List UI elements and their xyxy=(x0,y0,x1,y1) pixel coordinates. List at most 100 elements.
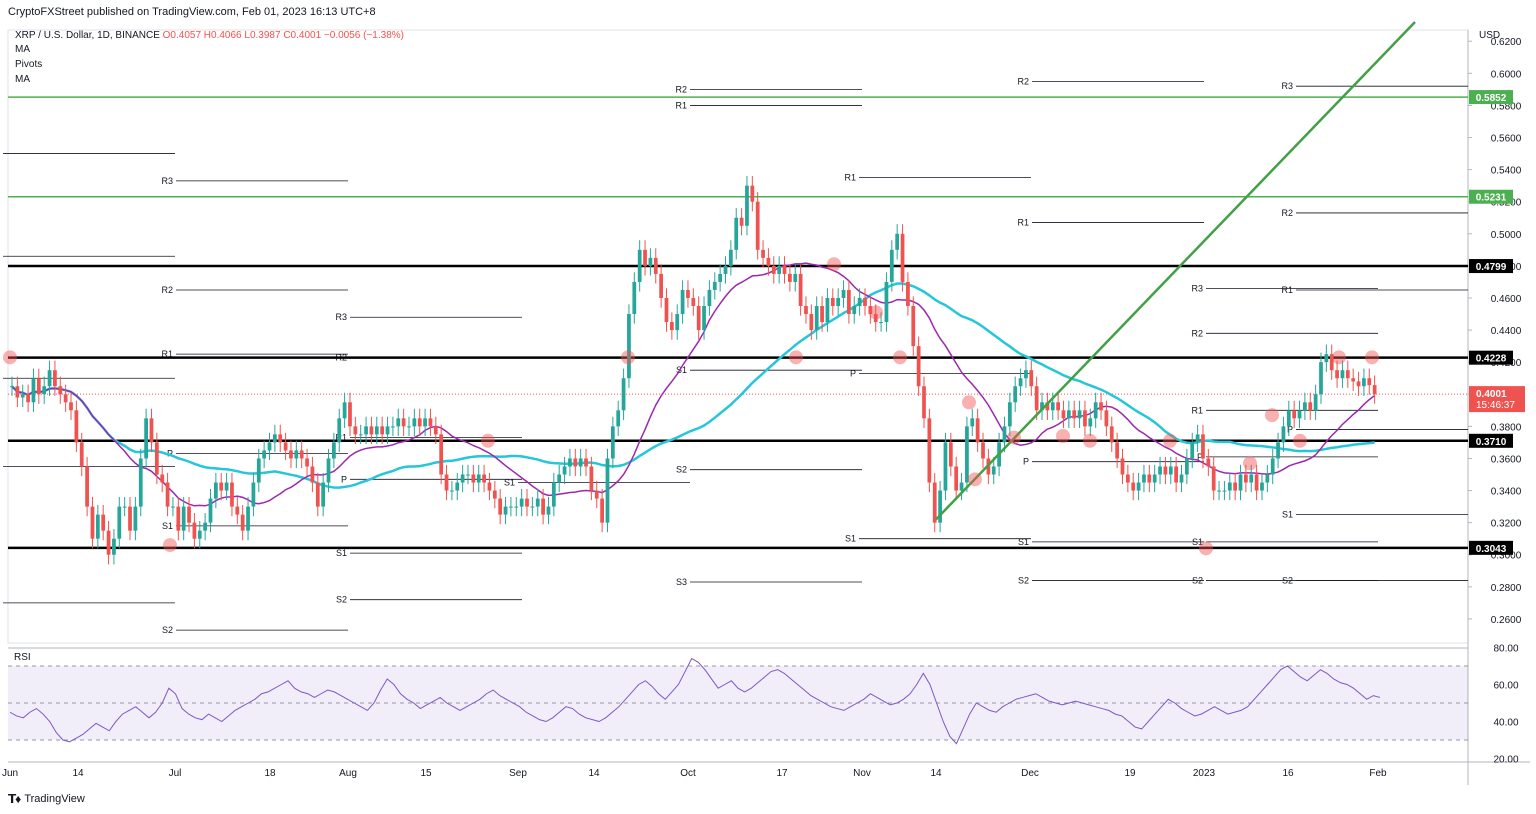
y-tick-label: 0.6000 xyxy=(1491,69,1522,80)
candle-body xyxy=(299,450,304,459)
key-level-tag xyxy=(1469,350,1513,365)
candle-body xyxy=(1077,410,1082,419)
legend-ma-1[interactable]: MA xyxy=(15,44,30,55)
candle-body xyxy=(90,506,95,539)
pivot-line-label: R1 xyxy=(675,100,687,110)
candle-body xyxy=(766,257,771,266)
key-level-tag xyxy=(1469,540,1513,555)
footer-brand[interactable]: 𝗧♦ TradingView xyxy=(8,792,85,806)
candle-body xyxy=(1313,394,1318,411)
price-chart[interactable]: R3 R2 R1 P S1 R3 R2 R1 P S1 S2 R3 R2 R1 P S1 S2 R1 S1 R2 S1 S… xyxy=(0,0,1536,785)
candle-body xyxy=(471,474,476,483)
candle-body xyxy=(154,442,159,475)
candle-body xyxy=(991,466,996,475)
candle-body xyxy=(1002,426,1007,443)
pivot-line-label: R3 xyxy=(1281,81,1293,91)
candle-body xyxy=(798,273,803,307)
candle-body xyxy=(830,297,835,307)
candle-body xyxy=(1018,378,1023,387)
candle-body xyxy=(932,482,937,523)
candle-body xyxy=(272,434,277,443)
candle-body xyxy=(1297,410,1302,419)
candle-body xyxy=(1056,402,1060,411)
candle-body xyxy=(659,273,664,298)
candle-body xyxy=(133,506,138,531)
open-value: O0.4057 xyxy=(162,30,202,41)
candle-body xyxy=(594,490,599,499)
currency-label: USD xyxy=(1479,30,1500,41)
pivot-line-label: S2 xyxy=(336,595,347,605)
candle-body xyxy=(895,233,900,250)
candle-body xyxy=(267,442,272,451)
low-value: L0.3987 xyxy=(244,30,281,41)
candle-body xyxy=(53,370,57,387)
candle-body xyxy=(391,426,395,428)
pivot-line-label: S2 xyxy=(1282,575,1293,585)
symbol-name: XRP / U.S. Dollar, 1D, BINANCE xyxy=(15,30,160,41)
y-tick-label: 0.2600 xyxy=(1491,615,1522,626)
candle-body xyxy=(289,450,293,459)
candle-body xyxy=(106,530,111,555)
candle-body xyxy=(374,426,379,435)
legend-pivots[interactable]: Pivots xyxy=(15,59,43,70)
candle-body xyxy=(1007,402,1012,427)
rsi-tick-label: 60.00 xyxy=(1493,681,1518,692)
pivot-line-label: S3 xyxy=(676,577,687,587)
pivot-line-label: R2 xyxy=(675,84,687,94)
x-tick-label: Jun xyxy=(2,768,18,779)
candle-body xyxy=(718,273,723,282)
x-tick-label: Nov xyxy=(853,768,871,779)
candle-body xyxy=(702,306,706,331)
candle-body xyxy=(761,249,765,258)
y-tick-label: 0.5800 xyxy=(1491,101,1522,112)
candle-body xyxy=(85,466,89,507)
candle-body xyxy=(1303,402,1307,411)
candle-body xyxy=(1372,385,1377,395)
candle-body xyxy=(321,482,326,507)
candle-body xyxy=(128,506,132,531)
candle-body xyxy=(428,418,433,427)
candle-body xyxy=(138,458,143,507)
candle-body xyxy=(294,450,299,459)
candle-body xyxy=(852,306,857,315)
candle-body xyxy=(240,514,245,531)
candle-body xyxy=(680,289,685,315)
candle-body xyxy=(149,418,154,443)
pivot-line-label: R1 xyxy=(1281,285,1293,295)
candle-body xyxy=(922,386,926,419)
pivot-line-label: S1 xyxy=(1192,537,1203,547)
y-tick-label: 0.3400 xyxy=(1491,487,1522,498)
candle-body xyxy=(696,306,701,331)
candle-body xyxy=(562,466,567,475)
candle-body xyxy=(1201,434,1205,459)
legend-ma-2[interactable]: MA xyxy=(15,74,30,85)
candle-body xyxy=(348,402,352,427)
pivot-line-label: P xyxy=(341,474,347,484)
candle-body xyxy=(332,442,336,459)
candle-body xyxy=(1254,474,1259,491)
candle-body xyxy=(187,506,191,523)
candle-body xyxy=(63,394,68,403)
current-price-countdown: 15:46:37 xyxy=(1476,400,1515,411)
candle-body xyxy=(246,506,250,531)
candle-body xyxy=(423,418,427,427)
x-tick-label: Jul xyxy=(169,768,182,779)
pivot-line-label: R2 xyxy=(1281,208,1293,218)
candle-body xyxy=(256,458,261,483)
candle-body xyxy=(530,506,535,508)
x-tick-label: 14 xyxy=(588,768,600,779)
rsi-tick-label: 80.00 xyxy=(1493,644,1518,655)
x-tick-label: 17 xyxy=(776,768,788,779)
candle-body xyxy=(117,506,122,539)
candle-body xyxy=(1227,482,1232,491)
pivot-line-label: S1 xyxy=(676,365,687,375)
y-tick-label: 0.3800 xyxy=(1491,422,1522,433)
candle-body xyxy=(1260,482,1264,491)
key-level-tag xyxy=(1469,90,1513,105)
y-tick-label: 0.3600 xyxy=(1491,454,1522,465)
candle-body xyxy=(1093,402,1098,419)
candle-body xyxy=(1217,490,1221,492)
rsi-line xyxy=(9,657,1381,745)
candle-body xyxy=(836,297,841,307)
candle-body xyxy=(482,474,486,483)
